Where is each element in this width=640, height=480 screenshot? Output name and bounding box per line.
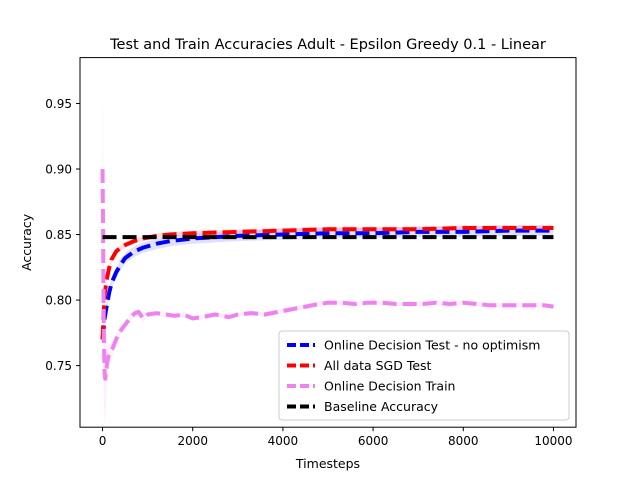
series-line-online-decision-train: [100, 168, 554, 381]
x-tick-label: 4000: [268, 434, 299, 448]
legend: Online Decision Test - no optimism All da…: [278, 330, 570, 421]
x-axis: 0 2000 4000 6000 8000 10000: [99, 427, 573, 448]
legend-entry-baseline-accuracy: Baseline Accuracy: [287, 399, 439, 414]
x-tick-label: 2000: [177, 434, 208, 448]
x-tick-label: 10000: [534, 434, 572, 448]
legend-entry-online-decision-train: Online Decision Train: [287, 379, 455, 394]
y-axis: 0.75 0.80 0.85 0.90 0.95: [45, 97, 80, 373]
y-tick-label: 0.75: [45, 359, 72, 373]
legend-label: All data SGD Test: [324, 358, 432, 373]
y-tick-label: 0.95: [45, 97, 72, 111]
x-tick-label: 6000: [358, 434, 389, 448]
legend-entry-all-data-sgd-test: All data SGD Test: [287, 358, 432, 373]
y-tick-label: 0.80: [45, 293, 72, 307]
legend-label: Online Decision Test - no optimism: [324, 338, 540, 353]
y-tick-label: 0.85: [45, 228, 72, 242]
legend-entry-online-decision-test-no-optimism: Online Decision Test - no optimism: [287, 338, 540, 353]
y-tick-label: 0.90: [45, 162, 72, 176]
legend-label: Online Decision Train: [324, 379, 455, 394]
series-line-online-decision-test-no-optimism: [100, 228, 554, 340]
y-axis-label: Accuracy: [19, 213, 34, 271]
plot-area: [100, 77, 554, 425]
axes-frame: [79, 57, 577, 428]
x-axis-label: Timesteps: [295, 456, 360, 471]
legend-label: Baseline Accuracy: [324, 399, 439, 414]
legend-frame: [278, 330, 570, 421]
x-tick-label: 8000: [448, 434, 479, 448]
chart-title: Test and Train Accuracies Adult - Epsilo…: [109, 37, 546, 53]
x-tick-label: 0: [99, 434, 107, 448]
